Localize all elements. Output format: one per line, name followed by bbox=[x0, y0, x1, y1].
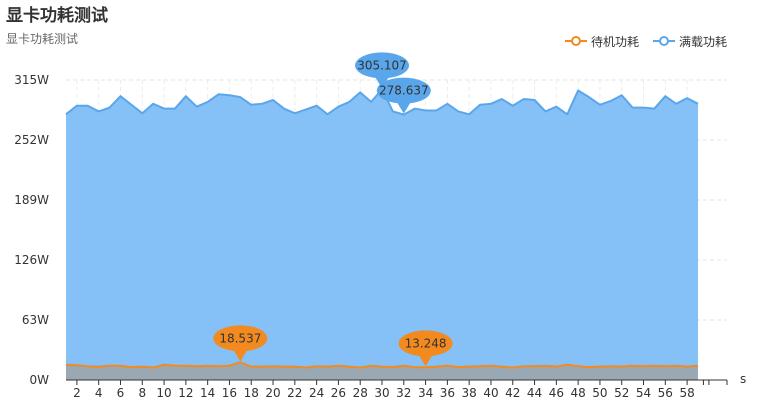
x-tick-label: 10 bbox=[156, 386, 171, 400]
x-tick-label: 22 bbox=[287, 386, 302, 400]
x-tick-label: 18 bbox=[244, 386, 259, 400]
value-marker-load: 278.637 bbox=[376, 77, 431, 114]
x-tick-label: 32 bbox=[396, 386, 411, 400]
x-tick-label: 12 bbox=[178, 386, 193, 400]
value-marker-load: 305.107 bbox=[355, 52, 409, 89]
y-tick-label: 126W bbox=[14, 253, 49, 267]
value-marker-pointer bbox=[394, 98, 413, 114]
value-marker-pointer bbox=[416, 351, 435, 367]
x-tick-label: 58 bbox=[679, 386, 694, 400]
legend-marker-load-icon bbox=[653, 36, 675, 46]
value-marker-pointer bbox=[373, 73, 391, 89]
x-tick-label: 38 bbox=[462, 386, 477, 400]
x-tick-label: 50 bbox=[592, 386, 607, 400]
y-tick-label: 189W bbox=[14, 193, 49, 207]
x-tick-label: 8 bbox=[138, 386, 146, 400]
value-marker-label: 13.248 bbox=[405, 336, 447, 350]
x-tick-label: 24 bbox=[309, 386, 324, 400]
legend-item-idle[interactable]: 待机功耗 bbox=[565, 33, 639, 49]
value-marker-label: 305.107 bbox=[357, 58, 407, 72]
value-marker-idle: 18.537 bbox=[213, 325, 268, 362]
chart-title: 显卡功耗测试 bbox=[6, 6, 108, 26]
y-tick-label: 315W bbox=[14, 73, 49, 87]
legend-label-idle: 待机功耗 bbox=[591, 34, 640, 49]
series-line-idle bbox=[65, 361, 699, 369]
x-tick-label: 48 bbox=[570, 386, 585, 400]
value-marker-bubble bbox=[355, 52, 409, 79]
chart-subtitle: 显卡功耗测试 bbox=[6, 32, 79, 46]
value-marker-bubble bbox=[376, 77, 431, 104]
x-tick-label: 28 bbox=[353, 386, 368, 400]
legend-marker-idle-icon bbox=[565, 36, 587, 46]
x-tick-label: 52 bbox=[614, 386, 629, 400]
x-tick-label: 2 bbox=[73, 386, 81, 400]
x-tick-label: 34 bbox=[418, 386, 433, 400]
x-tick-label: 30 bbox=[374, 386, 389, 400]
legend-label-load: 满载功耗 bbox=[679, 34, 728, 49]
x-tick-label: 14 bbox=[200, 386, 215, 400]
x-tick-label: 4 bbox=[95, 386, 103, 400]
x-tick-label: 54 bbox=[636, 386, 651, 400]
x-tick-label: 36 bbox=[440, 386, 455, 400]
x-tick-label: 6 bbox=[117, 386, 125, 400]
value-marker-bubble bbox=[213, 325, 268, 352]
value-marker-bubble bbox=[398, 330, 453, 357]
x-tick-label: 20 bbox=[265, 386, 280, 400]
value-marker-label: 18.537 bbox=[219, 331, 261, 345]
y-tick-label: 252W bbox=[14, 133, 49, 147]
value-marker-pointer bbox=[231, 346, 250, 362]
x-tick-label: 26 bbox=[331, 386, 346, 400]
x-tick-label: 44 bbox=[527, 386, 542, 400]
value-marker-idle: 13.248 bbox=[398, 330, 453, 367]
y-tick-label: 0W bbox=[30, 373, 50, 387]
series-area-load bbox=[66, 89, 698, 381]
x-axis-unit: s bbox=[740, 372, 746, 386]
y-tick-label: 63W bbox=[22, 313, 49, 327]
x-tick-label: 16 bbox=[222, 386, 237, 400]
value-marker-label: 278.637 bbox=[379, 84, 429, 98]
x-tick-label: 46 bbox=[549, 386, 564, 400]
x-tick-label: 56 bbox=[658, 386, 673, 400]
x-tick-label: 40 bbox=[483, 386, 498, 400]
x-tick-label: 42 bbox=[505, 386, 520, 400]
legend-item-load[interactable]: 满载功耗 bbox=[653, 33, 727, 49]
